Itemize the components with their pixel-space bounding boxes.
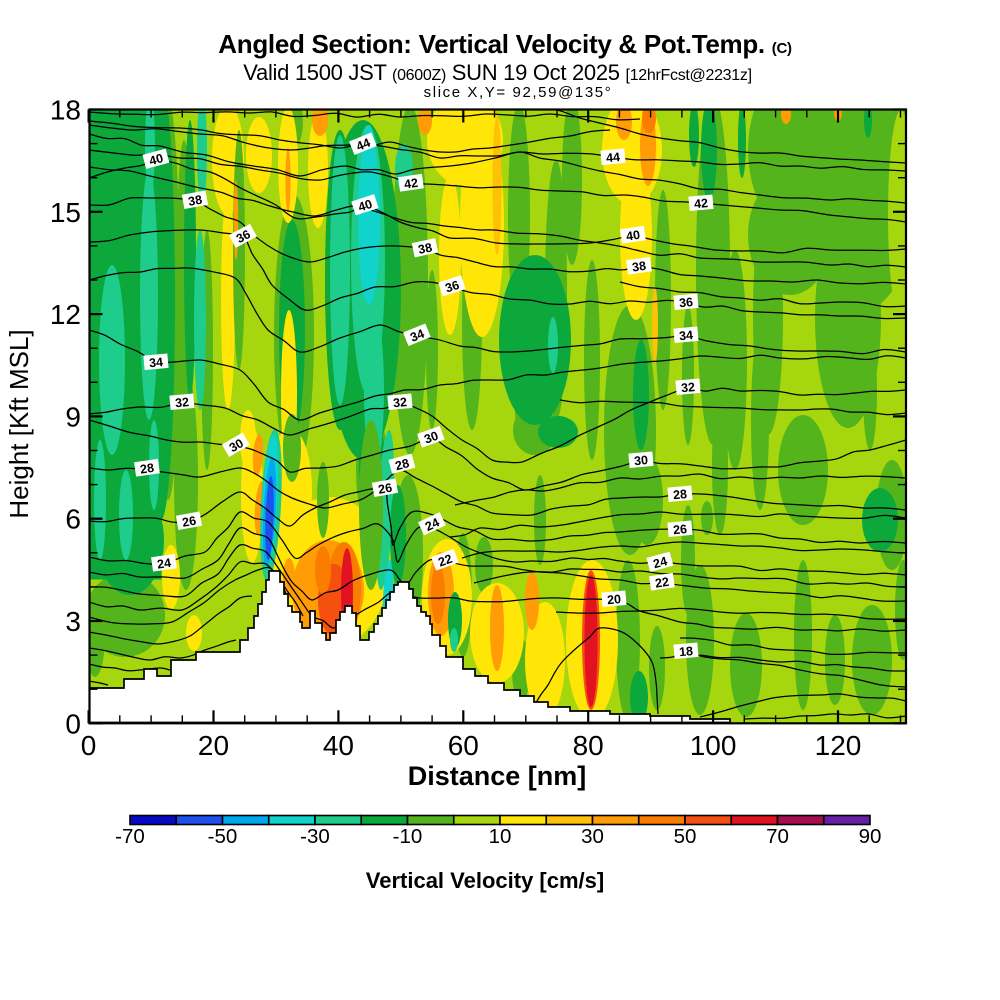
svg-text:24: 24 [652,554,669,571]
svg-text:40: 40 [625,228,641,244]
svg-text:28: 28 [673,487,688,502]
svg-text:3: 3 [65,606,81,637]
svg-text:40: 40 [148,151,165,168]
svg-text:12: 12 [50,299,81,330]
svg-text:80: 80 [573,730,604,761]
svg-text:120: 120 [815,730,862,761]
svg-text:100: 100 [690,730,737,761]
svg-text:30: 30 [634,453,649,468]
svg-text:24: 24 [423,515,442,534]
svg-text:28: 28 [394,456,411,473]
svg-text:-70: -70 [115,825,145,848]
svg-text:38: 38 [417,240,434,257]
svg-text:9: 9 [65,401,81,432]
svg-text:40: 40 [323,730,354,761]
svg-text:-50: -50 [208,825,238,848]
svg-text:60: 60 [448,730,479,761]
svg-text:Vertical Velocity [cm/s]: Vertical Velocity [cm/s] [366,868,604,893]
svg-text:Distance [nm]: Distance [nm] [408,761,587,791]
svg-text:0: 0 [65,708,81,739]
svg-text:22: 22 [654,575,670,591]
svg-text:18: 18 [679,644,694,659]
svg-text:Height [Kft MSL]: Height [Kft MSL] [4,329,34,518]
svg-text:0: 0 [81,730,97,761]
svg-text:32: 32 [681,380,696,395]
svg-text:36: 36 [443,278,461,296]
svg-text:26: 26 [673,522,688,537]
svg-text:15: 15 [50,197,81,228]
svg-text:18: 18 [50,95,81,126]
svg-text:34: 34 [679,328,694,343]
svg-text:44: 44 [354,136,372,154]
svg-text:32: 32 [175,395,190,410]
svg-text:20: 20 [607,592,622,607]
svg-text:-10: -10 [393,825,423,848]
svg-text:32: 32 [393,395,408,410]
svg-text:40: 40 [356,197,374,215]
svg-text:70: 70 [766,825,789,848]
svg-text:26: 26 [181,514,197,530]
svg-text:36: 36 [234,227,253,246]
svg-text:10: 10 [489,825,512,848]
svg-text:24: 24 [156,556,172,572]
svg-text:36: 36 [679,295,694,310]
svg-text:30: 30 [581,825,604,848]
svg-text:30: 30 [422,429,440,447]
svg-text:-30: -30 [300,825,330,848]
svg-text:42: 42 [694,196,709,211]
svg-text:30: 30 [227,436,246,455]
svg-text:38: 38 [631,259,647,275]
svg-text:50: 50 [674,825,697,848]
svg-text:34: 34 [408,327,426,345]
svg-text:34: 34 [149,355,164,370]
svg-text:44: 44 [606,150,621,165]
svg-text:38: 38 [187,193,203,209]
svg-text:26: 26 [377,481,393,497]
svg-text:22: 22 [436,552,454,570]
svg-text:6: 6 [65,504,81,535]
svg-text:42: 42 [403,176,419,192]
svg-text:20: 20 [198,730,229,761]
svg-text:28: 28 [139,461,155,477]
svg-text:90: 90 [859,825,882,848]
